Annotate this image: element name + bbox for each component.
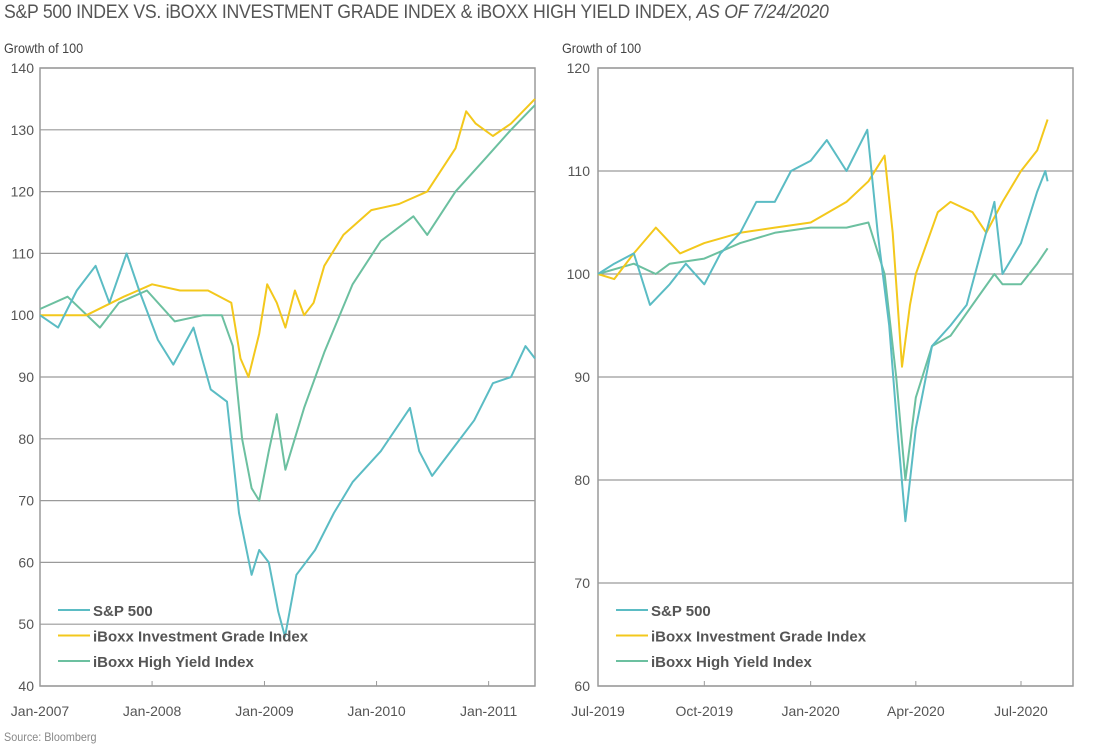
y-tick-label: 100 bbox=[567, 266, 591, 282]
y-tick-label: 80 bbox=[18, 431, 34, 447]
y-tick-label: 90 bbox=[574, 369, 590, 385]
x-tick-label: Jan-2008 bbox=[123, 703, 182, 719]
y-tick-label: 60 bbox=[574, 678, 590, 694]
y-tick-label: 70 bbox=[18, 493, 34, 509]
y-tick-label: 130 bbox=[11, 122, 35, 138]
series-line-s-p-500 bbox=[597, 128, 1049, 523]
x-tick-label: Jan-2020 bbox=[781, 703, 840, 719]
series-line-iboxx-investment-grade-index bbox=[40, 98, 536, 378]
x-tick-label: Jan-2011 bbox=[460, 703, 518, 719]
legend: S&P 500 iBoxx Investment Grade Index iBoxx… bbox=[616, 603, 867, 671]
series-line-iboxx-investment-grade-index bbox=[597, 119, 1049, 368]
y-tick-label: 140 bbox=[11, 60, 35, 76]
x-tick-label: Jan-2009 bbox=[235, 703, 294, 719]
y-tick-label: 100 bbox=[11, 307, 35, 323]
legend-label: iBoxx High Yield Index bbox=[651, 654, 813, 671]
x-tick-label: Jul-2020 bbox=[994, 703, 1048, 719]
y-tick-label: 40 bbox=[18, 678, 34, 694]
legend-label: iBoxx High Yield Index bbox=[93, 654, 255, 671]
y-tick-label: 120 bbox=[567, 60, 591, 76]
legend-label: iBoxx Investment Grade Index bbox=[93, 629, 309, 646]
title-date: AS OF 7/24/2020 bbox=[696, 2, 829, 23]
series-line-iboxx-high-yield-index bbox=[39, 104, 536, 502]
plot-frame bbox=[39, 67, 536, 687]
left-y-axis-label: Growth of 100 bbox=[4, 40, 84, 56]
legend-label: iBoxx Investment Grade Index bbox=[651, 629, 867, 646]
y-tick-label: 60 bbox=[18, 554, 34, 570]
y-tick-label: 110 bbox=[568, 163, 591, 179]
legend-label: S&P 500 bbox=[651, 603, 711, 620]
legend-label: S&P 500 bbox=[93, 603, 153, 620]
source-note: Source: Bloomberg bbox=[4, 730, 97, 744]
y-tick-label: 120 bbox=[11, 184, 35, 200]
y-tick-label: 90 bbox=[18, 369, 34, 385]
chart-title: S&P 500 INDEX VS. iBOXX INVESTMENT GRADE… bbox=[4, 2, 829, 24]
y-tick-label: 80 bbox=[574, 472, 590, 488]
series-line-s-p-500 bbox=[39, 252, 536, 638]
chart-right: 60 70 80 90 100 110 120 Jul-2019 Oct-2019 Jan-202… bbox=[567, 60, 1074, 719]
x-tick-label: Jan-2007 bbox=[11, 703, 70, 719]
right-y-axis-label: Growth of 100 bbox=[562, 40, 642, 56]
title-main: S&P 500 INDEX VS. iBOXX INVESTMENT GRADE… bbox=[4, 2, 692, 23]
y-tick-label: 70 bbox=[574, 575, 590, 591]
y-tick-label: 50 bbox=[18, 616, 34, 632]
x-tick-label: Jan-2010 bbox=[347, 703, 406, 719]
legend: S&P 500 iBoxx Investment Grade Index iBoxx… bbox=[58, 603, 309, 671]
x-tick-label: Jul-2019 bbox=[571, 703, 625, 719]
x-tick-label: Apr-2020 bbox=[887, 703, 945, 719]
series-line-iboxx-high-yield-index bbox=[597, 221, 1049, 481]
plot-frame bbox=[597, 67, 1074, 687]
x-tick-label: Oct-2019 bbox=[676, 703, 734, 719]
chart-left: 40 50 60 70 80 90 100 110 120 130 140 Jan-2007 Jan-2… bbox=[11, 60, 536, 719]
y-tick-label: 110 bbox=[12, 245, 35, 261]
